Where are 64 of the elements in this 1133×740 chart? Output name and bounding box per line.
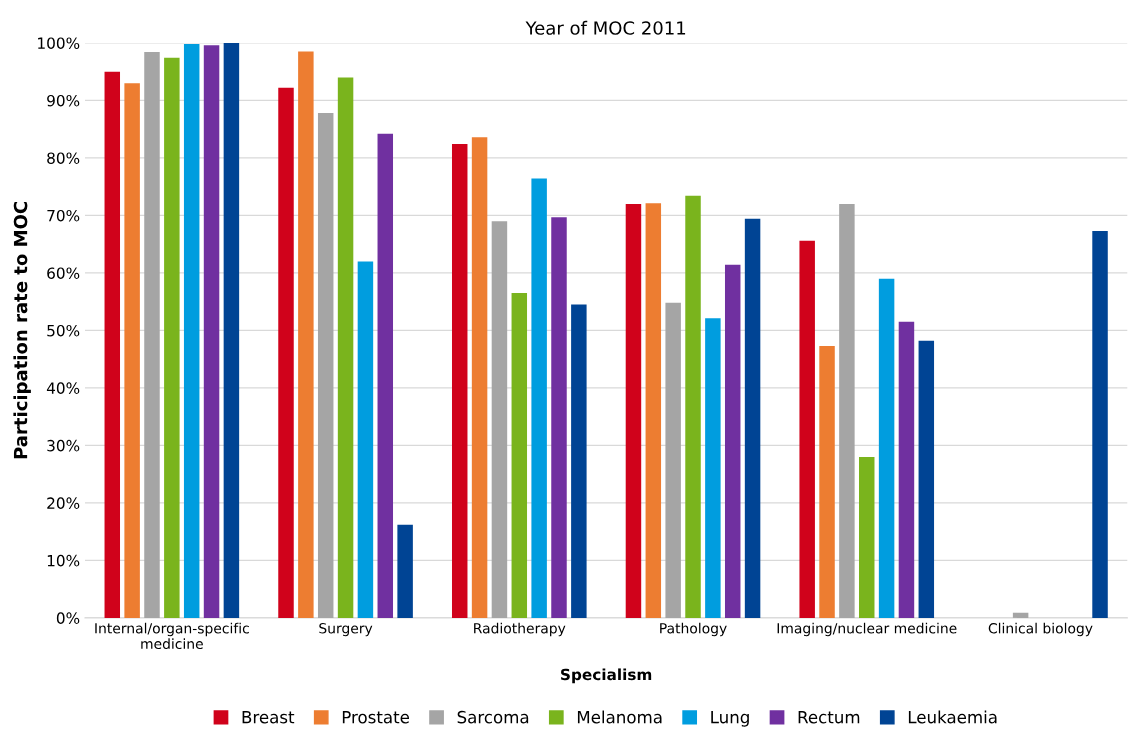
bar xyxy=(571,304,587,618)
y-tick-label: 60% xyxy=(47,267,80,279)
bar xyxy=(799,240,815,618)
x-tick-label: Internal/organ-specific medicine xyxy=(95,622,249,650)
y-tick-label: 10% xyxy=(47,554,80,567)
legend-label: Melanoma xyxy=(577,710,662,724)
bar xyxy=(531,178,547,618)
bar xyxy=(164,57,180,618)
legend-label: Breast xyxy=(242,711,295,724)
bar xyxy=(551,217,567,618)
bar xyxy=(819,345,835,618)
bar xyxy=(203,45,220,618)
y-axis-title: Participation rate to MOC xyxy=(13,201,31,459)
bar xyxy=(377,133,394,618)
chart-title: Year of MOC 2011 xyxy=(525,20,686,35)
bar xyxy=(724,264,741,618)
bar xyxy=(104,71,121,618)
x-tick-label: Imaging/nuclear medicine xyxy=(777,622,957,637)
bar xyxy=(685,195,701,618)
bar xyxy=(878,278,895,618)
y-tick-label: 50% xyxy=(47,324,80,337)
legend-label: Rectum xyxy=(798,711,860,724)
x-tick-label: Clinical biology xyxy=(988,622,1093,637)
y-tick-label: 30% xyxy=(47,439,80,452)
bar xyxy=(471,137,488,618)
bar xyxy=(298,51,314,618)
bar xyxy=(278,87,294,618)
bar xyxy=(124,83,140,618)
legend-label: Leukaemia xyxy=(908,710,997,724)
bar xyxy=(705,318,721,618)
x-tick-label: Surgery xyxy=(319,623,373,637)
y-tick-label: 0% xyxy=(56,612,80,624)
bar xyxy=(744,218,761,618)
legend-label: Lung xyxy=(711,711,749,727)
bar xyxy=(625,203,642,618)
legend-label: Prostate xyxy=(342,711,410,724)
bar xyxy=(397,524,413,618)
bar xyxy=(1012,612,1029,618)
bar xyxy=(451,144,468,618)
bar xyxy=(223,42,240,618)
y-tick-label: 90% xyxy=(47,94,80,107)
y-tick-label: 80% xyxy=(47,152,80,164)
bar xyxy=(337,77,354,618)
bar xyxy=(898,321,915,618)
y-tick-label: 100% xyxy=(38,37,80,49)
legend-label: Sarcoma xyxy=(457,710,529,724)
bar xyxy=(511,293,528,618)
y-tick-label: 40% xyxy=(46,382,80,394)
y-tick-label: 70% xyxy=(47,209,80,222)
x-tick-label: Radiotherapy xyxy=(474,622,566,637)
x-axis-title: Specialism xyxy=(561,668,652,684)
bar xyxy=(859,456,875,618)
bar xyxy=(183,44,200,618)
bar xyxy=(918,340,935,618)
y-tick-label: 20% xyxy=(47,497,80,509)
bar xyxy=(357,261,374,618)
bar xyxy=(665,302,681,618)
bar xyxy=(491,221,508,618)
bar xyxy=(839,203,855,618)
bar xyxy=(1092,230,1108,618)
bar xyxy=(317,113,334,618)
x-tick-label: Pathology xyxy=(660,622,727,637)
bar xyxy=(645,203,662,618)
bar xyxy=(144,52,160,618)
